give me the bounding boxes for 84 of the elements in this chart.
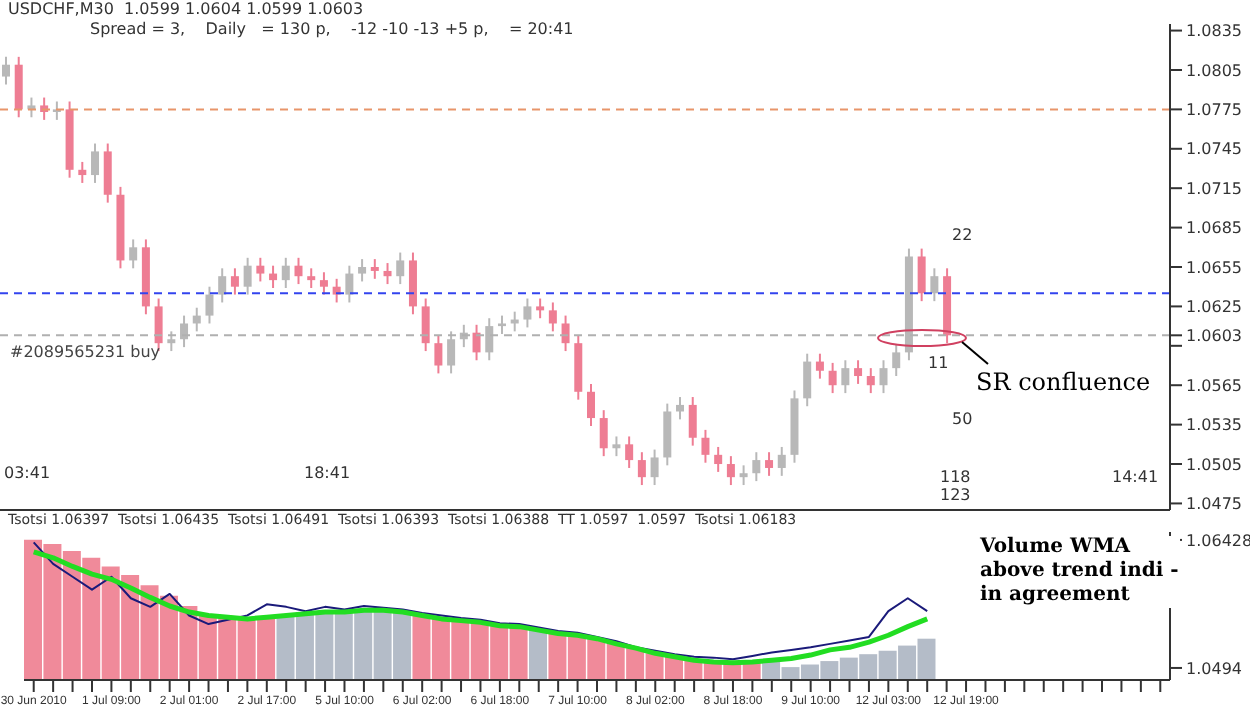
candlestick xyxy=(319,271,328,296)
ref-line-label: #2089565231 buy xyxy=(10,342,161,361)
y-tick-label: 1.0475 xyxy=(1186,495,1242,514)
candlestick xyxy=(688,396,697,447)
candlestick xyxy=(815,352,824,380)
candlestick xyxy=(701,428,710,464)
candlestick xyxy=(14,55,23,119)
candlestick xyxy=(358,258,367,283)
candlestick xyxy=(345,264,354,304)
candlestick xyxy=(561,314,570,353)
candlestick xyxy=(866,367,875,395)
candlestick xyxy=(91,142,100,184)
candlestick xyxy=(408,251,417,316)
candlestick xyxy=(383,262,392,286)
candlestick xyxy=(2,55,10,86)
candlestick xyxy=(396,251,405,286)
annotation: Spread = 3, Daily = 130 p, -12 -10 -13 +5 p, = 20:41 xyxy=(90,20,574,38)
candlestick xyxy=(663,402,672,467)
y-tick-label: 1.0565 xyxy=(1186,376,1242,395)
annotation: 14:41 xyxy=(1112,468,1159,486)
candlestick xyxy=(78,160,87,184)
candlestick xyxy=(828,361,837,395)
candlestick xyxy=(676,396,685,421)
annotation: 50 xyxy=(952,410,973,428)
annotation: 11 xyxy=(928,354,949,372)
candlestick xyxy=(243,256,252,296)
candlestick xyxy=(370,258,379,280)
candlestick xyxy=(625,435,634,469)
annotation: 18:41 xyxy=(304,464,351,482)
candlestick xyxy=(599,409,608,458)
candlestick xyxy=(714,445,723,473)
candlestick xyxy=(917,247,926,303)
y-tick-label: 1.0775 xyxy=(1186,101,1242,120)
candlestick xyxy=(52,100,61,121)
candlestick xyxy=(930,267,939,303)
y-tick-label: 1.0745 xyxy=(1186,140,1242,159)
y-tick-label: 1.0835 xyxy=(1186,22,1242,41)
y-tick-label: 1.0625 xyxy=(1186,298,1242,317)
candlestick xyxy=(587,382,595,427)
candlestick xyxy=(103,142,112,204)
candlestick xyxy=(230,267,239,296)
candlestick xyxy=(803,352,812,408)
candlestick xyxy=(637,451,646,487)
y-tick-label: 1.0805 xyxy=(1186,61,1242,80)
text: USDCHF,M30 1.0599 1.0604 1.0599 1.0603 xyxy=(8,0,364,18)
y-tick-label: 1.0685 xyxy=(1186,219,1242,238)
y-tick-label: 1.0603 xyxy=(1186,326,1242,345)
candlestick xyxy=(497,314,506,335)
candlestick xyxy=(739,464,748,487)
annotation: 123 xyxy=(940,486,971,504)
candlestick xyxy=(854,359,863,385)
candlestick xyxy=(281,256,290,290)
annotation: 03:41 xyxy=(4,464,51,482)
y-tick-label: 1.0535 xyxy=(1186,416,1242,435)
candlestick xyxy=(421,297,430,353)
candlestick xyxy=(269,264,278,290)
candlestick xyxy=(307,267,316,290)
candlestick xyxy=(612,435,621,458)
candlestick xyxy=(841,359,850,395)
candlestick xyxy=(879,359,888,395)
candlestick xyxy=(205,285,214,325)
candlestick xyxy=(218,267,227,304)
y-tick-label: 1.0494 xyxy=(1186,659,1242,678)
candlestick xyxy=(726,455,735,487)
candlestick xyxy=(256,256,265,283)
annotation: 118 xyxy=(940,468,971,486)
candlestick xyxy=(650,448,659,487)
candlestick xyxy=(548,301,557,333)
candlestick xyxy=(294,256,303,286)
candlestick xyxy=(434,334,443,375)
candlestick xyxy=(765,451,774,477)
y-tick-label: 1.0655 xyxy=(1186,258,1242,277)
candlestick xyxy=(129,238,138,270)
candlestick xyxy=(752,451,761,483)
annotation: 22 xyxy=(952,226,973,244)
y-tick-label: 1.0505 xyxy=(1186,455,1242,474)
candlestick xyxy=(523,297,532,329)
annotation: SR confluence xyxy=(976,368,1151,396)
candlestick xyxy=(472,323,481,362)
candlestick xyxy=(777,445,786,477)
annotation: Volume WMA above trend indi - in agreement xyxy=(980,536,1180,608)
candlestick xyxy=(536,297,545,320)
y-tick-label: 1.0715 xyxy=(1186,179,1242,198)
candlestick xyxy=(892,343,901,378)
